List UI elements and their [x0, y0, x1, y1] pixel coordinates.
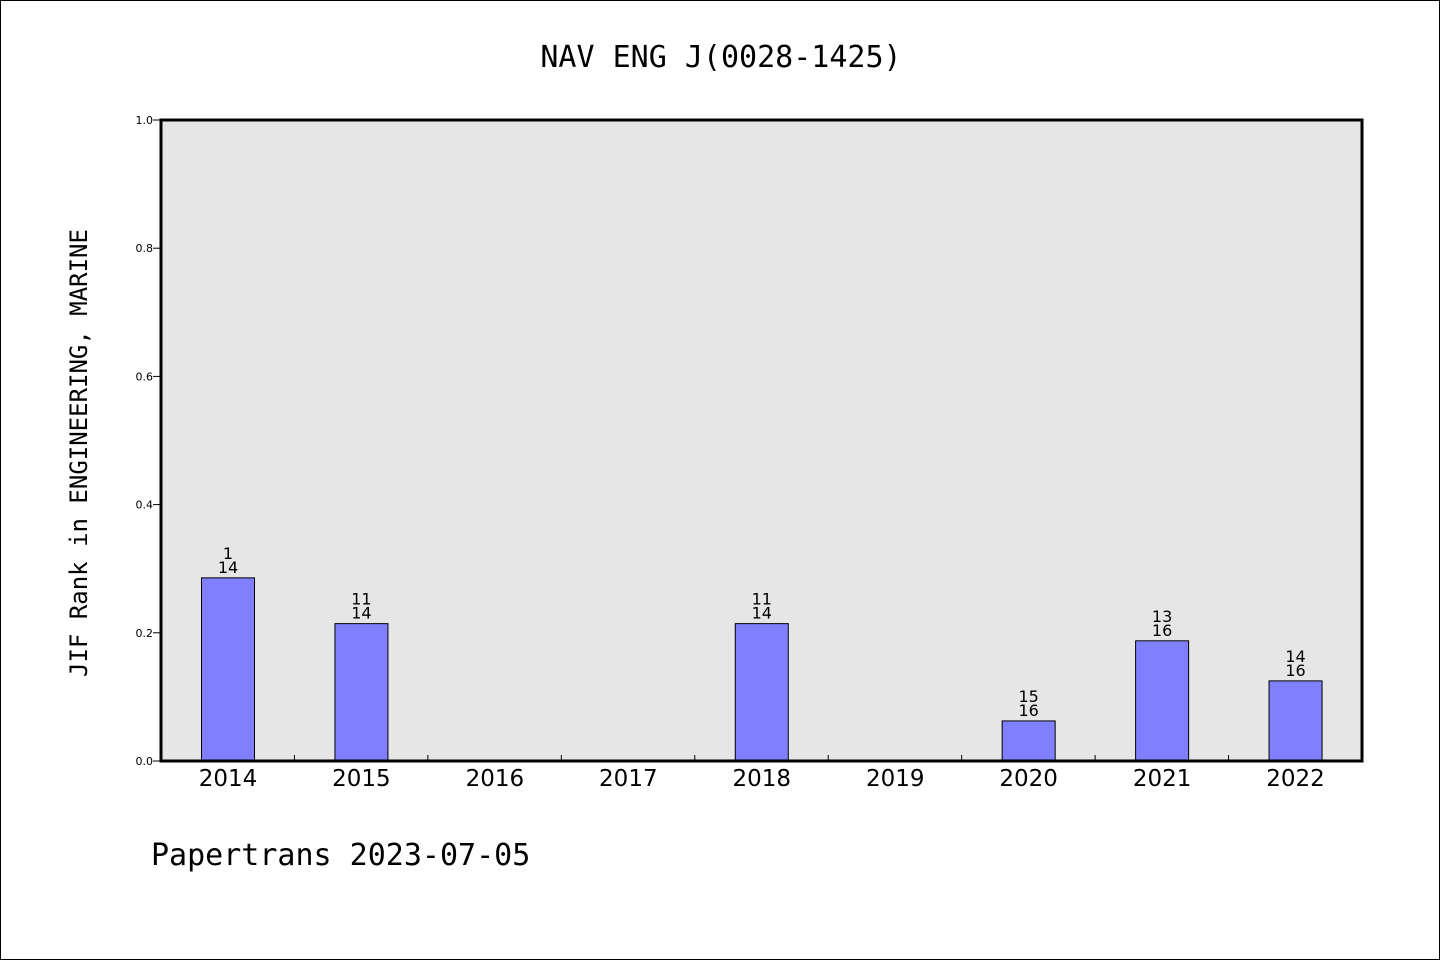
bar	[1002, 721, 1055, 761]
x-tick-label: 2017	[599, 766, 658, 792]
y-tick-label: 0.0	[136, 755, 154, 768]
bar-total-label: 16	[1152, 621, 1172, 640]
bar-total-label: 14	[752, 604, 772, 623]
x-tick-label: 2019	[866, 766, 925, 792]
footer-credit: Papertrans 2023-07-05	[151, 838, 530, 873]
bar	[335, 624, 388, 761]
y-tick-label: 0.4	[136, 499, 154, 512]
x-tick-label: 2022	[1266, 766, 1325, 792]
y-ticks-group: 0.0 0.2 0.4 0.6 0.8 1.0	[136, 114, 162, 768]
x-tick-label: 2021	[1133, 766, 1192, 792]
x-tick-label: 2014	[199, 766, 258, 792]
x-tick-label: 2016	[466, 766, 525, 792]
bar	[1136, 641, 1189, 761]
bar	[202, 578, 255, 761]
y-tick-label: 0.8	[136, 242, 154, 255]
chart-title: NAV ENG J(0028-1425)	[540, 40, 901, 75]
bar-total-label: 16	[1285, 661, 1305, 680]
y-tick-label: 0.6	[136, 370, 154, 383]
bar-total-label: 14	[218, 558, 238, 577]
x-tick-label: 2020	[999, 766, 1058, 792]
bar-total-label: 16	[1018, 701, 1038, 720]
y-tick-label: 1.0	[136, 114, 154, 127]
x-tick-label: 2018	[733, 766, 792, 792]
y-tick-label: 0.2	[136, 627, 154, 640]
x-tick-label: 2015	[332, 766, 391, 792]
bar	[1269, 681, 1322, 761]
y-axis-label: JIF Rank in ENGINEERING, MARINE	[65, 229, 93, 677]
bar-total-label: 14	[351, 604, 371, 623]
bar	[735, 624, 788, 761]
